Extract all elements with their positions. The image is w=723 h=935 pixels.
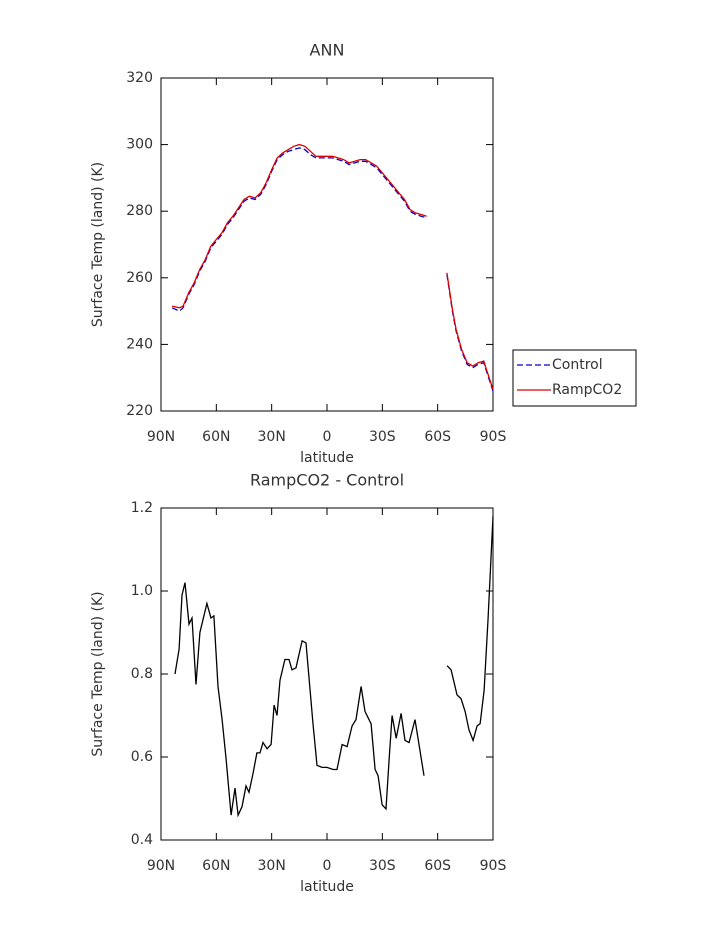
y-axis-label: Surface Temp (land) (K) — [90, 591, 106, 756]
x-tick-label: 30S — [369, 429, 396, 445]
data-line — [174, 516, 494, 818]
x-tick-label: 60N — [202, 858, 230, 874]
y-axis-label: Surface Temp (land) (K) — [90, 162, 106, 327]
y-tick-label: 0.6 — [131, 749, 153, 765]
x-axis-label: latitude — [300, 450, 354, 466]
legend-label: Control — [552, 357, 603, 373]
y-tick-label: 1.0 — [131, 583, 153, 599]
y-tick-label: 280 — [126, 203, 153, 219]
y-tick-label: 320 — [126, 70, 153, 86]
plot-frame — [160, 77, 494, 412]
x-tick-label: 0 — [323, 858, 332, 874]
chart-title: RampCO2 - Control — [250, 471, 404, 490]
x-tick-label: 60S — [424, 858, 451, 874]
y-tick-label: 300 — [126, 137, 153, 153]
x-tick-label: 90N — [147, 858, 175, 874]
y-tick-label: 0.8 — [131, 666, 153, 682]
x-tick-label: 0 — [323, 429, 332, 445]
x-tick-label: 30N — [258, 858, 286, 874]
y-tick-label: 0.4 — [131, 832, 153, 848]
y-tick-label: 1.2 — [131, 500, 153, 516]
legend-box — [512, 349, 637, 407]
x-tick-label: 90S — [480, 858, 507, 874]
data-line — [171, 143, 494, 390]
x-tick-label: 60N — [202, 429, 230, 445]
y-tick-label: 220 — [126, 403, 153, 419]
data-line — [171, 147, 494, 392]
x-axis-label: latitude — [300, 879, 354, 895]
y-tick-label: 240 — [126, 336, 153, 352]
x-tick-label: 90S — [480, 429, 507, 445]
x-tick-label: 90N — [147, 429, 175, 445]
y-tick-label: 260 — [126, 270, 153, 286]
chart-title: ANN — [310, 41, 345, 60]
x-tick-label: 60S — [424, 429, 451, 445]
x-tick-label: 30S — [369, 858, 396, 874]
legend-label: RampCO2 — [552, 382, 622, 398]
x-tick-label: 30N — [258, 429, 286, 445]
plot-frame — [160, 507, 494, 841]
